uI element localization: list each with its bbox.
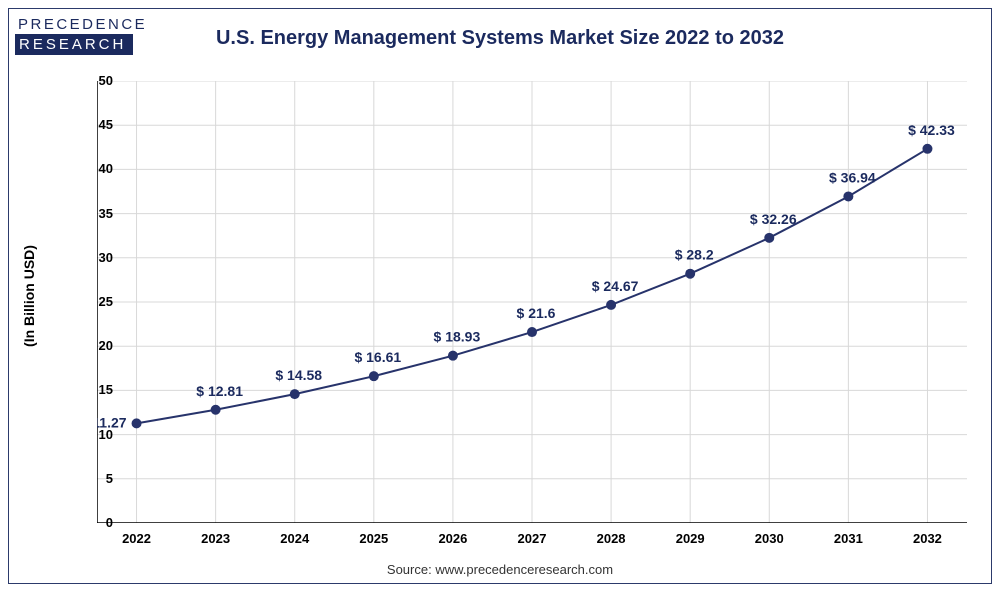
x-tick-label: 2032 (913, 531, 942, 546)
x-tick-label: 2024 (280, 531, 309, 546)
x-tick-label: 2028 (597, 531, 626, 546)
svg-text:$ 14.58: $ 14.58 (275, 367, 322, 383)
source-text: Source: www.precedenceresearch.com (9, 562, 991, 577)
x-tick-label: 2023 (201, 531, 230, 546)
y-tick-label: 25 (83, 294, 113, 309)
svg-text:$ 32.26: $ 32.26 (750, 211, 797, 227)
y-tick-label: 0 (83, 515, 113, 530)
x-tick-label: 2022 (122, 531, 151, 546)
y-tick-label: 5 (83, 471, 113, 486)
chart-frame: PRECEDENCE RESEARCH U.S. Energy Manageme… (8, 8, 992, 584)
chart-title: U.S. Energy Management Systems Market Si… (9, 27, 991, 50)
svg-text:$ 12.81: $ 12.81 (196, 383, 243, 399)
svg-text:$ 21.6: $ 21.6 (517, 305, 556, 321)
y-tick-label: 20 (83, 338, 113, 353)
y-tick-label: 10 (83, 427, 113, 442)
y-axis-label: (In Billion USD) (21, 245, 37, 347)
chart-svg: $ 11.27$ 12.81$ 14.58$ 16.61$ 18.93$ 21.… (97, 81, 967, 523)
y-tick-label: 40 (83, 161, 113, 176)
svg-text:$ 18.93: $ 18.93 (434, 329, 481, 345)
svg-text:$ 28.2: $ 28.2 (675, 247, 714, 263)
y-tick-label: 45 (83, 117, 113, 132)
svg-text:$ 16.61: $ 16.61 (354, 349, 401, 365)
svg-text:$ 42.33: $ 42.33 (908, 122, 955, 138)
y-tick-label: 30 (83, 250, 113, 265)
y-tick-label: 50 (83, 73, 113, 88)
y-tick-label: 15 (83, 382, 113, 397)
x-tick-label: 2025 (359, 531, 388, 546)
x-tick-label: 2026 (438, 531, 467, 546)
x-tick-label: 2027 (518, 531, 547, 546)
x-tick-label: 2030 (755, 531, 784, 546)
x-tick-label: 2029 (676, 531, 705, 546)
svg-text:$ 36.94: $ 36.94 (829, 169, 876, 185)
chart-plot-area: $ 11.27$ 12.81$ 14.58$ 16.61$ 18.93$ 21.… (97, 81, 967, 523)
y-tick-label: 35 (83, 206, 113, 221)
svg-text:$ 24.67: $ 24.67 (592, 278, 639, 294)
x-tick-label: 2031 (834, 531, 863, 546)
